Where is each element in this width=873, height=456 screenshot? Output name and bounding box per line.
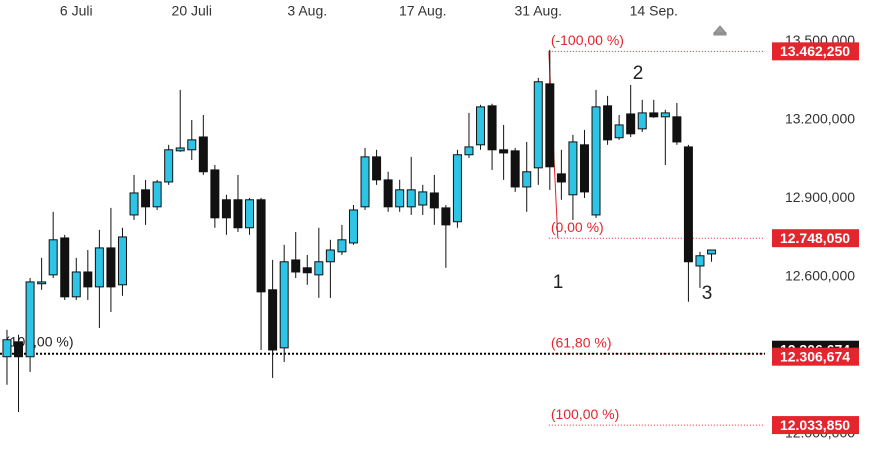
candle-body: [141, 189, 151, 208]
candle-body: [221, 199, 231, 219]
wave-label: 1: [553, 272, 564, 293]
candle-body: [441, 207, 451, 226]
fib-label: (-100,00 %): [551, 32, 624, 48]
candle-body: [499, 149, 509, 154]
candle-body: [106, 247, 116, 288]
candle-body: [522, 171, 532, 188]
candle-body: [129, 192, 139, 216]
x-tick-label: 6 Juli: [60, 3, 93, 19]
candle-body: [187, 139, 197, 151]
candle-body: [175, 147, 185, 152]
candle-body: [83, 271, 93, 288]
candle-body: [268, 289, 278, 351]
candle-body: [452, 154, 462, 223]
candle-body: [579, 144, 589, 193]
x-tick-label: 3 Aug.: [287, 3, 327, 19]
candle-body: [707, 249, 717, 255]
fib-label: (0,00 %): [551, 219, 604, 235]
candle-body: [545, 83, 555, 168]
candle-body: [568, 141, 578, 196]
candle-body: [314, 261, 324, 276]
price-box-label: 12.306,674: [780, 348, 850, 364]
candle-body: [418, 191, 428, 206]
candle-body: [14, 341, 24, 358]
price-box: [772, 416, 859, 435]
candle-body: [256, 199, 266, 293]
x-tick-label: 20 Juli: [172, 3, 212, 19]
candle-body: [626, 113, 636, 135]
candle-body: [487, 105, 497, 151]
candle-body: [464, 146, 474, 156]
candle-body: [302, 267, 312, 274]
candle-body: [291, 259, 301, 273]
price-box: [772, 347, 859, 366]
price-box-label: 12.748,050: [780, 230, 850, 246]
candle-body: [60, 237, 70, 298]
candle-body: [476, 106, 486, 146]
candle-body: [591, 106, 601, 216]
price-box: [772, 42, 859, 61]
candle-body: [395, 189, 405, 208]
candle-body: [383, 179, 393, 208]
candle-body: [406, 189, 416, 208]
candle-body: [649, 112, 659, 118]
candle-body: [210, 169, 220, 219]
fib-label: (100,00 %): [551, 406, 619, 422]
price-box-label: 12.033,850: [780, 417, 850, 433]
wave-label: 3: [702, 283, 713, 304]
candle-body: [614, 124, 624, 139]
candle-body: [603, 105, 613, 141]
candle-body: [48, 239, 58, 276]
candle-body: [533, 81, 543, 169]
candle-body: [325, 249, 335, 263]
candle-body: [71, 271, 81, 298]
price-box-label: 13.462,250: [780, 43, 850, 59]
candle-body: [117, 236, 127, 286]
candle-body: [37, 281, 47, 285]
candle-body: [152, 181, 162, 208]
candle-body: [695, 255, 705, 267]
x-tick-label: 14 Sep.: [630, 3, 678, 19]
y-tick-label: 13.200,000: [785, 111, 855, 127]
candle-body: [556, 173, 566, 183]
candle-body: [2, 339, 12, 358]
candle-body: [510, 150, 520, 188]
candle-body: [198, 136, 208, 173]
scroll-icon[interactable]: [712, 25, 728, 36]
candle-body: [360, 156, 370, 208]
candle-body: [94, 247, 104, 288]
candle-body: [672, 116, 682, 143]
price-box: [772, 229, 859, 248]
candle-body: [233, 199, 243, 229]
candle-body: [372, 156, 382, 181]
candle-body: [164, 149, 174, 183]
x-tick-label: 17 Aug.: [399, 3, 447, 19]
candle-body: [337, 239, 347, 253]
fib-label: (61,80 %): [551, 334, 612, 350]
candle-body: [348, 209, 358, 244]
candle-body: [660, 112, 670, 118]
candle-body: [429, 192, 439, 209]
candle-body: [637, 112, 647, 130]
y-tick-label: 12.600,000: [785, 268, 855, 284]
x-tick-label: 31 Aug.: [515, 3, 563, 19]
wave-label: 2: [633, 63, 644, 84]
candle-body: [25, 281, 35, 358]
candle-body: [245, 199, 255, 229]
candle-body: [279, 261, 289, 349]
y-tick-label: 12.900,000: [785, 189, 855, 205]
candle-body: [683, 146, 693, 263]
